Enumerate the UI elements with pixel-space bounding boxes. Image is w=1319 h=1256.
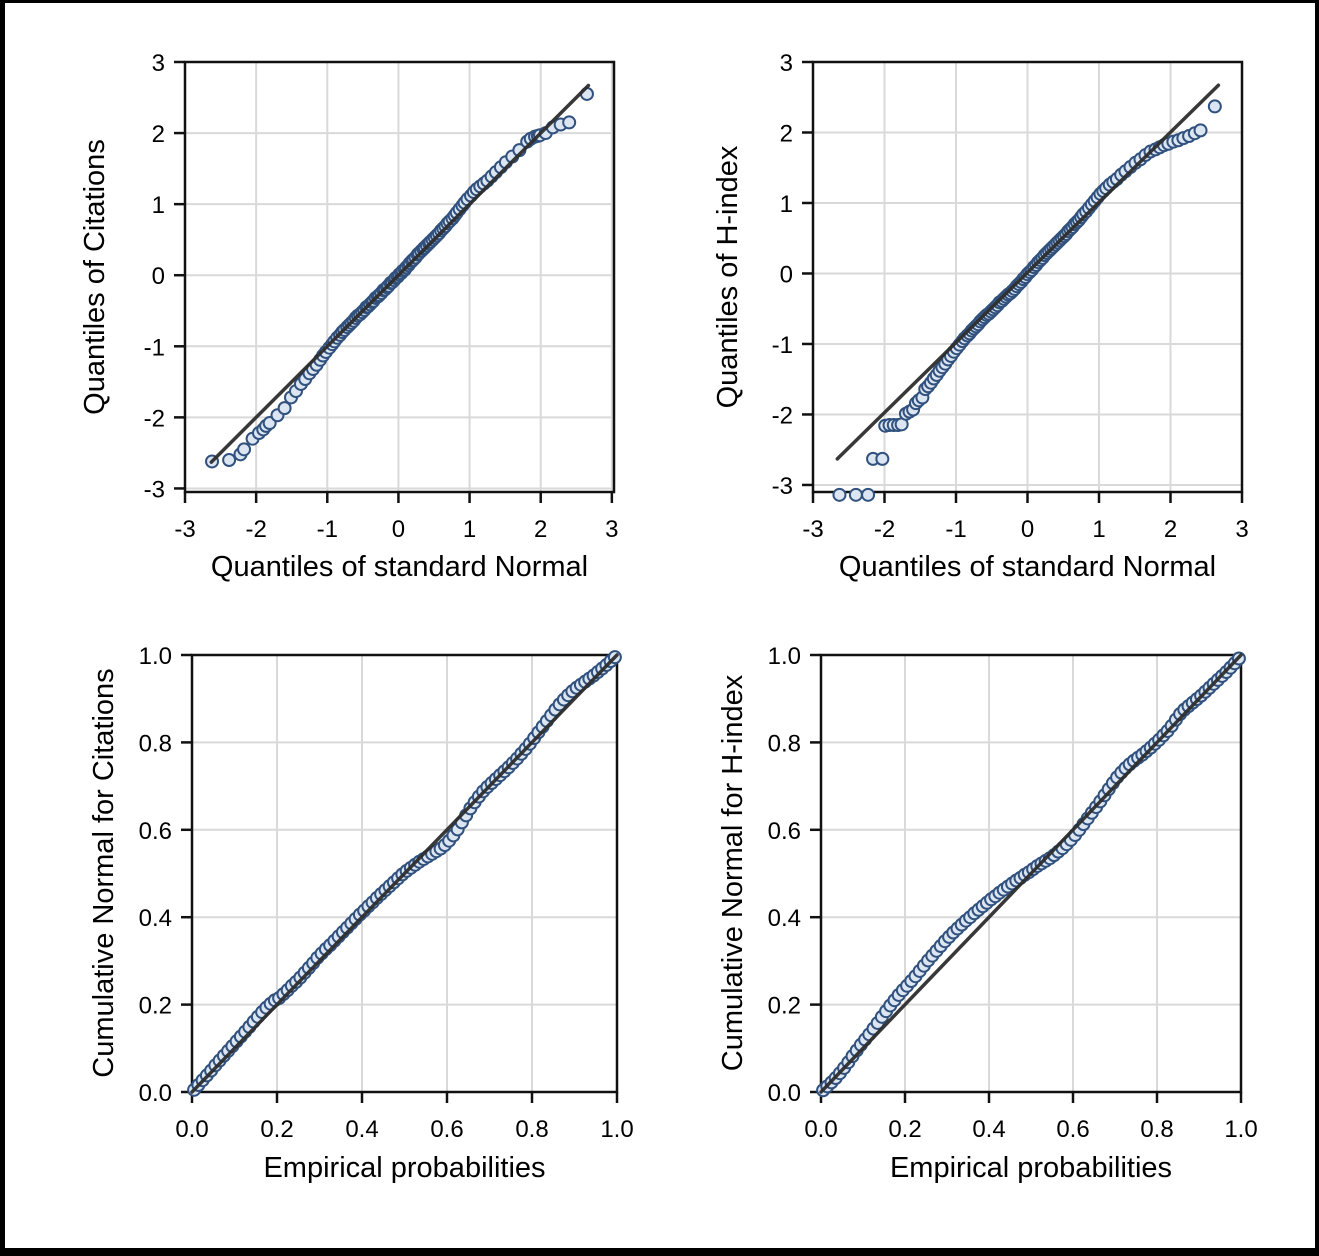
y-tick-label: -2 [144,405,165,432]
x-tick-label: 0.6 [1056,1116,1089,1143]
y-tick-label: -1 [772,332,793,359]
x-tick-label: 1.0 [600,1116,633,1143]
x-axis-label-qq-hindex: Quantiles of standard Normal [838,551,1217,583]
y-tick-label: 0.6 [768,818,801,845]
y-tick-label: 0.2 [768,993,801,1020]
y-tick-label: 0.0 [768,1080,801,1107]
x-tick-label: 0.2 [260,1116,293,1143]
reference-line [835,83,1221,461]
data-point [1193,123,1208,138]
x-tick-label: -3 [802,516,823,543]
axis-ticks: 0.0 0.2 0.4 0.6 0.8 1.0 0.0 0.2 0.4 0.6 0.8 1.0 [768,643,1258,1143]
qq-citations: -3 -2 -1 0 1 2 3 -3 -2 -1 0 1 2 3 [144,50,619,543]
x-tick-label: 0.8 [515,1116,548,1143]
x-tick-label: -1 [945,516,966,543]
qq-pp-figure-canvas: -3 -2 -1 0 1 2 3 -3 -2 -1 0 1 2 3 -3 -2 -1 0 1 2 3 -3 -2 -1 0 1 2 3… [139,50,1258,1143]
axis-ticks: 0.0 0.2 0.4 0.6 0.8 1.0 0.0 0.2 0.4 0.6 0.8 1.0 [139,643,634,1143]
data-point [848,487,863,502]
x-tick-label: 0 [392,516,405,543]
reference-line [209,83,591,464]
reference-line [819,653,1243,1094]
pp-citations: 0.0 0.2 0.4 0.6 0.8 1.0 0.0 0.2 0.4 0.6 0.8 1.0 [139,643,634,1143]
axis-ticks: -3 -2 -1 0 1 2 3 -3 -2 -1 0 1 2 3 [772,50,1249,543]
pp-hindex: 0.0 0.2 0.4 0.6 0.8 1.0 0.0 0.2 0.4 0.6 0.8 1.0 [768,643,1258,1143]
x-tick-label: 0.8 [1140,1116,1173,1143]
x-tick-label: 0.4 [972,1116,1005,1143]
x-tick-label: -1 [317,516,338,543]
plot-frame [819,653,1243,1094]
y-axis-label-qq-citations: Quantiles of Citations [79,139,111,415]
y-tick-label: 0.2 [139,993,172,1020]
x-tick-label: 0 [1021,516,1034,543]
y-tick-label: -3 [772,473,793,500]
y-tick-label: 0.6 [139,818,172,845]
axis-ticks: -3 -2 -1 0 1 2 3 -3 -2 -1 0 1 2 3 [144,50,619,543]
x-tick-label: 3 [605,516,618,543]
y-tick-label: 3 [152,50,165,77]
y-tick-label: 0.0 [139,1080,172,1107]
qq-hindex: -3 -2 -1 0 1 2 3 -3 -2 -1 0 1 2 3 [772,50,1249,543]
y-tick-label: 1.0 [768,643,801,670]
y-tick-label: -2 [772,402,793,429]
y-tick-label: 2 [152,121,165,148]
x-tick-label: -2 [874,516,895,543]
y-tick-label: 3 [780,50,793,77]
x-tick-label: 0.6 [430,1116,463,1143]
data-point [832,487,847,502]
data-point [861,487,876,502]
x-tick-label: 1 [1092,516,1105,543]
plot-frame [190,653,619,1094]
reference-line [190,653,619,1094]
y-tick-label: 0.4 [139,905,172,932]
data-point [875,451,890,466]
data-point [277,401,292,416]
y-tick-label: 2 [780,120,793,147]
x-tick-label: 0.0 [804,1116,837,1143]
y-tick-label: 0 [780,261,793,288]
x-tick-label: 2 [1164,516,1177,543]
y-tick-label: 0 [152,263,165,290]
y-tick-label: 0.8 [768,730,801,757]
y-tick-label: -1 [144,334,165,361]
data-point [1207,99,1222,114]
data-point [222,453,237,468]
x-tick-label: 2 [534,516,547,543]
x-axis-label-pp-citations: Empirical probabilities [263,1152,546,1184]
x-axis-label-pp-hindex: Empirical probabilities [889,1152,1173,1184]
x-tick-label: -3 [174,516,195,543]
y-tick-label: 1 [780,191,793,218]
x-tick-label: 1 [463,516,476,543]
x-tick-label: 0.0 [175,1116,208,1143]
y-tick-label: 1.0 [139,643,172,670]
y-tick-label: 0.8 [139,730,172,757]
x-tick-label: 0.4 [345,1116,378,1143]
x-tick-label: 0.2 [888,1116,921,1143]
y-tick-label: -3 [144,476,165,503]
x-tick-label: 3 [1235,516,1248,543]
x-axis-label-qq-citations: Quantiles of standard Normal [210,551,589,583]
y-tick-label: 0.4 [768,905,801,932]
y-tick-label: 1 [152,192,165,219]
x-tick-label: -2 [245,516,266,543]
y-axis-label-pp-hindex: Cumulative Normal for H-index [717,674,749,1072]
y-axis-label-pp-citations: Cumulative Normal for Citations [88,668,120,1078]
data-point [237,442,252,457]
y-axis-label-qq-hindex: Quantiles of H-index [712,145,744,409]
x-tick-label: 1.0 [1224,1116,1257,1143]
data-point [562,115,577,130]
